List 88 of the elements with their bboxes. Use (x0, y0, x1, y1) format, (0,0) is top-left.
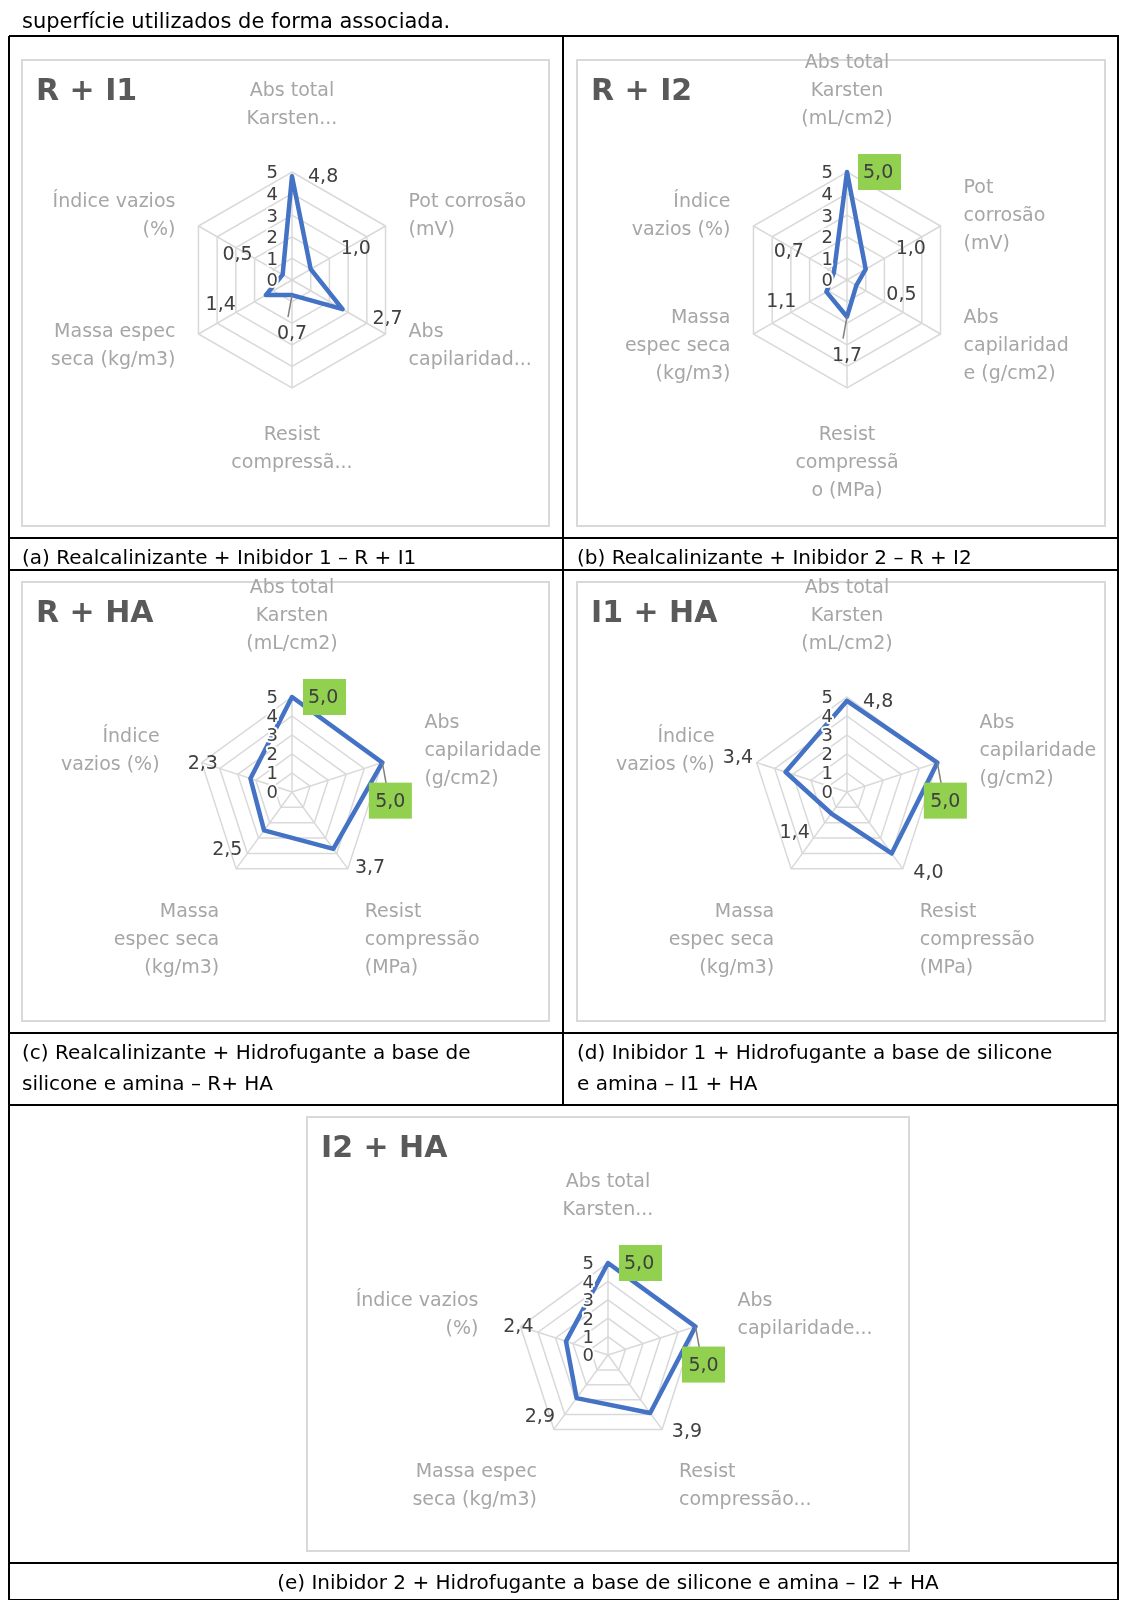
spoke-label: Massa espec seca (kg/m3) (624, 305, 731, 383)
spoke-label: Abs total Karsten (mL/cm2) (801, 575, 893, 653)
y-tick-label: 0 (582, 1344, 594, 1366)
spoke-label: Resist compressão (MPa) (364, 898, 480, 977)
data-label: 0,7 (276, 321, 308, 344)
data-label: 1,4 (779, 819, 810, 842)
chart-title: R + I1 (36, 72, 138, 107)
data-label: 3,9 (671, 1419, 703, 1442)
data-label: 0,5 (222, 241, 253, 264)
y-tick-label: 0 (266, 781, 278, 803)
spoke-label: Pot corrosão (mV) (963, 175, 1046, 253)
spoke-label: Abs total Karsten (mL/cm2) (801, 50, 893, 128)
data-label: 5,0 (863, 160, 894, 182)
data-label: 0,7 (773, 239, 804, 262)
data-label: 2,3 (187, 751, 218, 774)
chart-title: I2 + HA (321, 1129, 449, 1164)
y-tick-label: 2 (266, 743, 278, 765)
data-label: 5,0 (624, 1251, 655, 1273)
spoke-label: Massa espec seca (kg/m3) (412, 1459, 537, 1510)
spoke-label: Abs capilaridade (g/cm2) (424, 710, 542, 789)
y-tick-label: 0 (266, 269, 278, 291)
spoke-label: Índice vazios (%) (61, 724, 160, 775)
data-label: 5,0 (375, 788, 406, 811)
data-label: 4,8 (863, 688, 894, 711)
spoke-label: Abs total Karsten... (246, 78, 338, 128)
y-tick-label: 5 (266, 161, 278, 183)
text: (b) Realcalinizante + Inibidor 2 – R + I2 (577, 545, 972, 569)
spoke-label: Resist compressão... (679, 1459, 812, 1510)
text: (c) Realcalinizante + Hidrofugante a base de silicone e amina – R+ HA (22, 1040, 471, 1095)
data-label: 4,0 (913, 859, 944, 882)
y-tick-label: 3 (821, 204, 833, 226)
text: R + I2 (591, 72, 693, 107)
data-label: 1,4 (205, 292, 236, 315)
y-tick-label: 5 (821, 686, 833, 708)
spoke-label: Índice vazios (%) (616, 724, 715, 775)
y-tick-label: 5 (821, 161, 833, 183)
y-tick-label: 2 (821, 226, 833, 248)
y-tick-label: 1 (266, 247, 278, 269)
data-label: 1,0 (895, 236, 926, 259)
y-tick-label: 5 (266, 686, 278, 708)
data-label: 2,7 (372, 306, 403, 329)
data-label: 5,0 (930, 788, 961, 811)
spoke-label: Índice vazios (%) (355, 1288, 479, 1339)
text: superfície utilizados de forma associada. (22, 9, 451, 33)
spoke-label: Abs total Karsten (mL/cm2) (246, 575, 338, 653)
data-label: 5,0 (308, 685, 339, 707)
spoke-label: Abs capilaridad... (408, 319, 532, 369)
y-tick-label: 3 (266, 204, 278, 226)
text: (a) Realcalinizante + Inibidor 1 – R + I1 (22, 545, 417, 569)
data-label: 0,5 (886, 282, 917, 305)
spoke-label: Resist compressã... (231, 422, 353, 472)
text: (d) Inibidor 1 + Hidrofugante a base de silicone e amina – I1 + HA (577, 1040, 1053, 1095)
data-label: 2,9 (524, 1404, 555, 1427)
y-tick-label: 2 (266, 226, 278, 248)
text: (e) Inibidor 2 + Hidrofugante a base de silicone e amina – I2 + HA (277, 1570, 940, 1594)
data-label: 4,8 (308, 164, 339, 187)
spoke-label: Índice vazios (%) (52, 189, 176, 239)
data-label: 1,7 (831, 342, 863, 365)
y-tick-label: 1 (821, 762, 833, 784)
spoke-label: Pot corrosão (mV) (408, 189, 527, 239)
spoke-label: Abs capilaridad e (g/cm2) (963, 305, 1069, 383)
y-tick-label: 4 (821, 705, 833, 727)
data-label: 5,0 (688, 1352, 719, 1375)
spoke-label: Massa espec seca (kg/m3) (113, 898, 220, 977)
data-label: 2,4 (503, 1314, 534, 1337)
y-tick-label: 1 (821, 247, 833, 269)
y-tick-label: 4 (266, 182, 278, 204)
y-tick-label: 4 (821, 182, 833, 204)
data-label: 2,5 (212, 836, 243, 859)
y-tick-label: 4 (266, 705, 278, 727)
y-tick-label: 0 (821, 781, 833, 803)
data-label: 3,4 (722, 744, 754, 767)
data-label: 1,0 (340, 236, 371, 259)
data-label: 3,7 (354, 855, 386, 878)
spoke-label: Índice vazios (%) (631, 189, 731, 239)
data-label: 1,1 (766, 288, 797, 311)
spoke-label: Abs capilaridade (g/cm2) (979, 710, 1097, 789)
y-tick-label: 2 (821, 743, 833, 765)
y-tick-label: 1 (266, 762, 278, 784)
spoke-label: Resist compressã o (MPa) (795, 422, 899, 500)
y-tick-label: 3 (821, 724, 833, 746)
text: R + HA (36, 594, 155, 629)
spoke-label: Resist compressão (MPa) (919, 898, 1035, 977)
spoke-label: Massa espec seca (kg/m3) (668, 898, 775, 977)
spoke-label: Abs capilaridade... (737, 1288, 873, 1339)
spoke-label: Abs total Karsten... (562, 1169, 654, 1219)
spoke-label: Massa espec seca (kg/m3) (50, 319, 176, 369)
text: I1 + HA (591, 594, 719, 629)
